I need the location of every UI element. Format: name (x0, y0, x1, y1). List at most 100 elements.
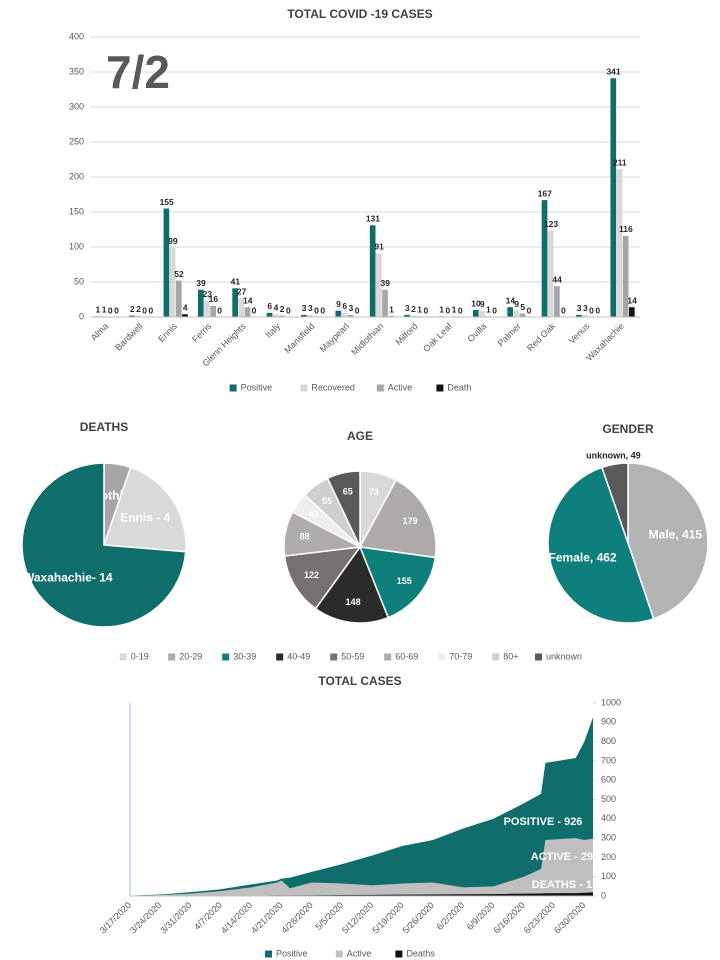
data-label: 9 (514, 299, 519, 309)
bar (266, 312, 273, 317)
legend-swatch (222, 653, 230, 661)
legend-swatch (492, 653, 500, 661)
annotation: 7/2 (106, 46, 170, 98)
bar (279, 315, 285, 317)
legend-swatch (119, 653, 127, 661)
legend-label: Positive (276, 948, 308, 958)
data-label: 55 (322, 496, 332, 506)
data-label: 179 (403, 516, 418, 526)
x-tick-label: Italy (263, 321, 282, 340)
pie-slice (283, 546, 362, 610)
bar (301, 314, 307, 317)
data-label: 0 (527, 305, 532, 315)
data-label: 0 (445, 305, 450, 315)
data-label: Waxahachie- 14 (23, 570, 113, 584)
y-tick-label: 300 (601, 832, 616, 842)
bar (382, 289, 388, 317)
data-label: 41 (231, 277, 241, 287)
legend-label: unknown (546, 651, 582, 661)
data-label: 6 (342, 301, 347, 311)
x-tick-label: 6/16/2020 (491, 900, 526, 935)
y-tick-label: 400 (69, 31, 84, 41)
data-label: 123 (544, 219, 558, 229)
data-label: 99 (168, 236, 178, 246)
data-label: 0 (108, 305, 113, 315)
bar (369, 225, 376, 317)
x-tick-label: Alma (89, 321, 111, 343)
y-tick-label: 500 (601, 794, 616, 804)
data-label: 2 (280, 304, 285, 314)
bar (335, 310, 342, 317)
bar (204, 300, 210, 317)
x-tick-label: 4/21/2020 (249, 900, 284, 935)
data-label: 41 (309, 509, 319, 519)
data-label: 39 (381, 278, 391, 288)
y-tick-label: 250 (69, 136, 84, 146)
data-label: 167 (538, 188, 552, 198)
y-tick-label: 350 (69, 66, 84, 76)
bar (472, 310, 479, 317)
bar (554, 286, 560, 317)
data-label: 10 (471, 298, 481, 308)
legend-label: 20-29 (179, 651, 202, 661)
data-label: 39 (196, 278, 206, 288)
data-label: 3 (302, 303, 307, 313)
bar (135, 315, 142, 317)
annotation: DEATHS - 19 (532, 879, 598, 891)
bar (576, 314, 582, 317)
legend-swatch (265, 950, 272, 958)
data-label: 148 (346, 597, 361, 607)
legend-swatch (535, 653, 542, 661)
legend-label: 80+ (503, 651, 518, 661)
bar (169, 247, 176, 317)
x-tick-label: Oak Leaf (421, 321, 454, 354)
bar (404, 314, 410, 317)
y-tick-label: 0 (79, 311, 84, 321)
data-label: 1 (96, 305, 101, 315)
data-label: 1 (452, 305, 457, 315)
legend-label: Active (388, 382, 413, 392)
data-label: 0 (492, 305, 497, 315)
legend-swatch (384, 653, 392, 661)
data-label: 341 (606, 67, 620, 77)
legend-swatch (229, 384, 237, 392)
bar (616, 169, 623, 317)
data-label: 116 (619, 224, 633, 234)
bar (244, 307, 251, 317)
data-label: 5 (520, 302, 525, 312)
pie-slice (21, 462, 187, 628)
data-label: 65 (343, 486, 353, 496)
area (130, 717, 593, 896)
bar (507, 307, 513, 317)
data-label: 88 (300, 531, 310, 541)
pie-slice (547, 466, 655, 624)
bar (541, 200, 548, 317)
y-tick-label: 100 (601, 871, 616, 881)
y-tick-label: 300 (69, 101, 84, 111)
data-label: 0 (320, 305, 325, 315)
legend-swatch (330, 653, 338, 661)
data-label: 27 (237, 286, 247, 296)
legend-label: 60-69 (395, 651, 418, 661)
chart-title: GENDER (602, 422, 654, 436)
data-label: 0 (314, 305, 319, 315)
legend-label: Active (347, 948, 372, 958)
x-tick-label: Mansfield (282, 321, 316, 355)
data-label: Male, 415 (649, 527, 703, 541)
y-tick-label: 200 (69, 171, 84, 181)
chart-title: TOTAL CASES (318, 674, 401, 688)
bar (238, 298, 245, 317)
legend-label: Deaths (406, 948, 435, 958)
data-label: 131 (366, 214, 380, 224)
bar (513, 310, 520, 317)
legend-swatch (438, 653, 446, 661)
data-label: unknown, 49 (586, 451, 641, 461)
bar (307, 314, 313, 317)
data-label: 0 (217, 305, 222, 315)
area (130, 838, 593, 896)
bar (479, 310, 485, 317)
y-tick-label: 900 (601, 717, 616, 727)
bar (163, 208, 170, 317)
annotation: ACTIVE - 297 (531, 851, 599, 863)
